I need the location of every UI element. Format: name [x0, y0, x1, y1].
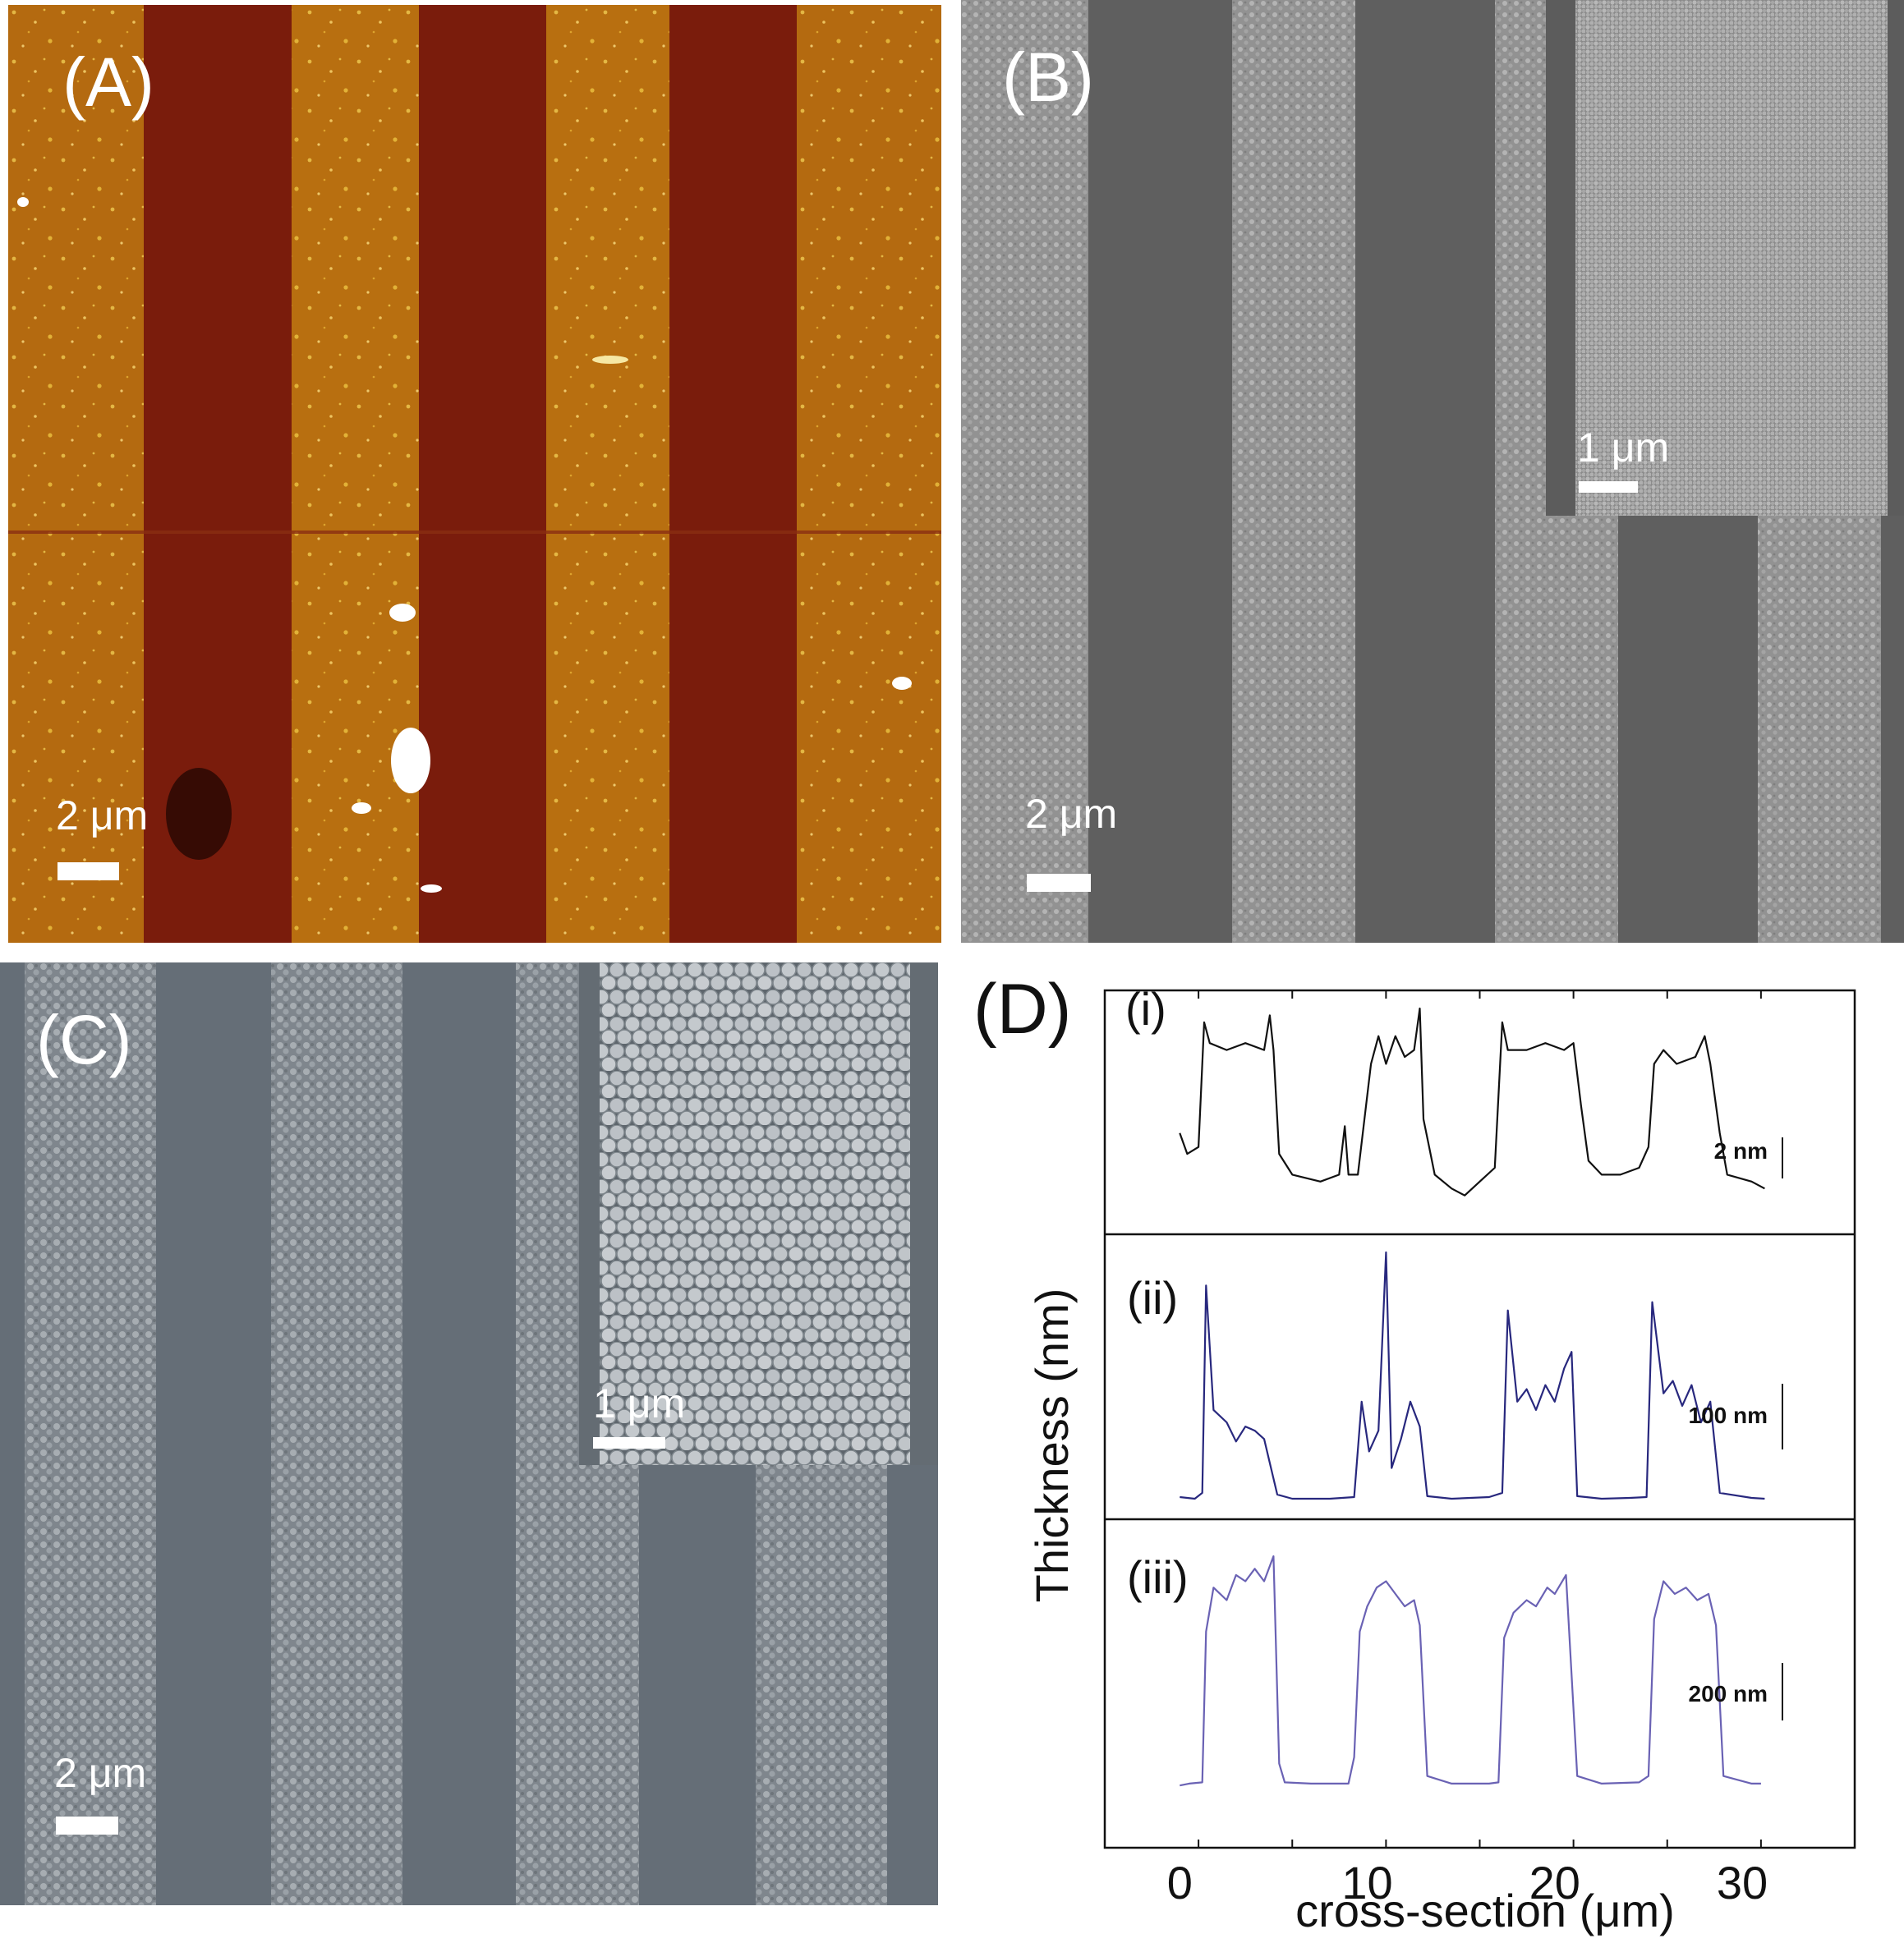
afm-debris — [391, 728, 430, 793]
series-layer — [1179, 1007, 1765, 1787]
panel-d-thickness-profiles: 0 10 20 30 (D) (i) (ii) (iii) 2 nm 100 nm 2… — [945, 953, 1904, 1939]
profile-line-1 — [1179, 1007, 1765, 1197]
panel-c-inset-scale-bar-text: 1 μm — [593, 1380, 686, 1426]
afm-debris — [389, 604, 416, 622]
panel-c-inset-scale-bar — [593, 1437, 665, 1449]
y-axis-label: Thickness (nm) — [1026, 1288, 1078, 1603]
subpanel-label-ii: (ii) — [1127, 1272, 1178, 1324]
afm-debris — [17, 197, 29, 207]
afm-defect — [166, 768, 232, 860]
sem-c-stripes — [0, 962, 938, 1905]
sem-c-film-stripe — [271, 962, 402, 1905]
panel-b-scale-bar — [1027, 874, 1091, 892]
panel-a-afm-image: (A) 2 μm — [8, 5, 941, 943]
x-tick-label: 30 — [1717, 1857, 1768, 1909]
x-axis-label: cross-section (μm) — [1295, 1885, 1675, 1936]
sem-b-film-stripe — [1232, 0, 1355, 943]
sem-c-inset — [579, 962, 938, 1465]
panel-b-sem-image: (B) 1 μm 2 μm — [961, 0, 1904, 943]
profile-line-2 — [1180, 1251, 1765, 1500]
scale-label-100nm: 100 nm — [1689, 1403, 1768, 1428]
x-axis-ticks: 0 10 20 30 — [1167, 990, 1768, 1909]
sem-b-film-stripe — [961, 0, 1088, 943]
panel-a-label: (A) — [62, 44, 154, 121]
panel-b-label: (B) — [1002, 39, 1094, 116]
sem-b-stripes — [961, 0, 1904, 943]
scale-label-2nm: 2 nm — [1714, 1138, 1768, 1164]
afm-debris — [352, 802, 371, 814]
panel-c-scale-bar-text: 2 μm — [54, 1750, 147, 1796]
panel-a-scale-bar-text: 2 μm — [56, 792, 149, 838]
panel-b-scale-bar-text: 2 μm — [1025, 791, 1118, 837]
panel-c-sem-image: (C) 1 μm 2 μm — [0, 962, 938, 1905]
panel-a-scale-bar — [57, 862, 119, 880]
sem-c-film-stripe — [25, 962, 156, 1905]
afm-stripes — [8, 5, 941, 943]
panel-c-label: (C) — [36, 1001, 132, 1078]
thickness-chart: 0 10 20 30 (D) (i) (ii) (iii) 2 nm 100 nm 2… — [973, 970, 1856, 1936]
subpanel-label-iii: (iii) — [1127, 1551, 1189, 1603]
panel-b-inset-scale-bar-text: 1 μm — [1577, 425, 1670, 471]
afm-debris — [892, 677, 912, 690]
afm-debris — [421, 884, 442, 893]
afm-debris — [592, 356, 628, 364]
panel-d-label: (D) — [973, 970, 1071, 1049]
panel-b-inset-scale-bar — [1579, 481, 1638, 493]
panel-c-scale-bar — [56, 1817, 118, 1835]
scale-label-200nm: 200 nm — [1689, 1681, 1768, 1706]
x-tick-label: 20 — [1529, 1857, 1580, 1909]
x-tick-label: 10 — [1341, 1857, 1392, 1909]
profile-line-3 — [1180, 1555, 1761, 1787]
x-tick-label: 0 — [1167, 1857, 1193, 1909]
subpanel-label-i: (i) — [1125, 983, 1166, 1035]
sem-b-inset — [1546, 0, 1904, 516]
